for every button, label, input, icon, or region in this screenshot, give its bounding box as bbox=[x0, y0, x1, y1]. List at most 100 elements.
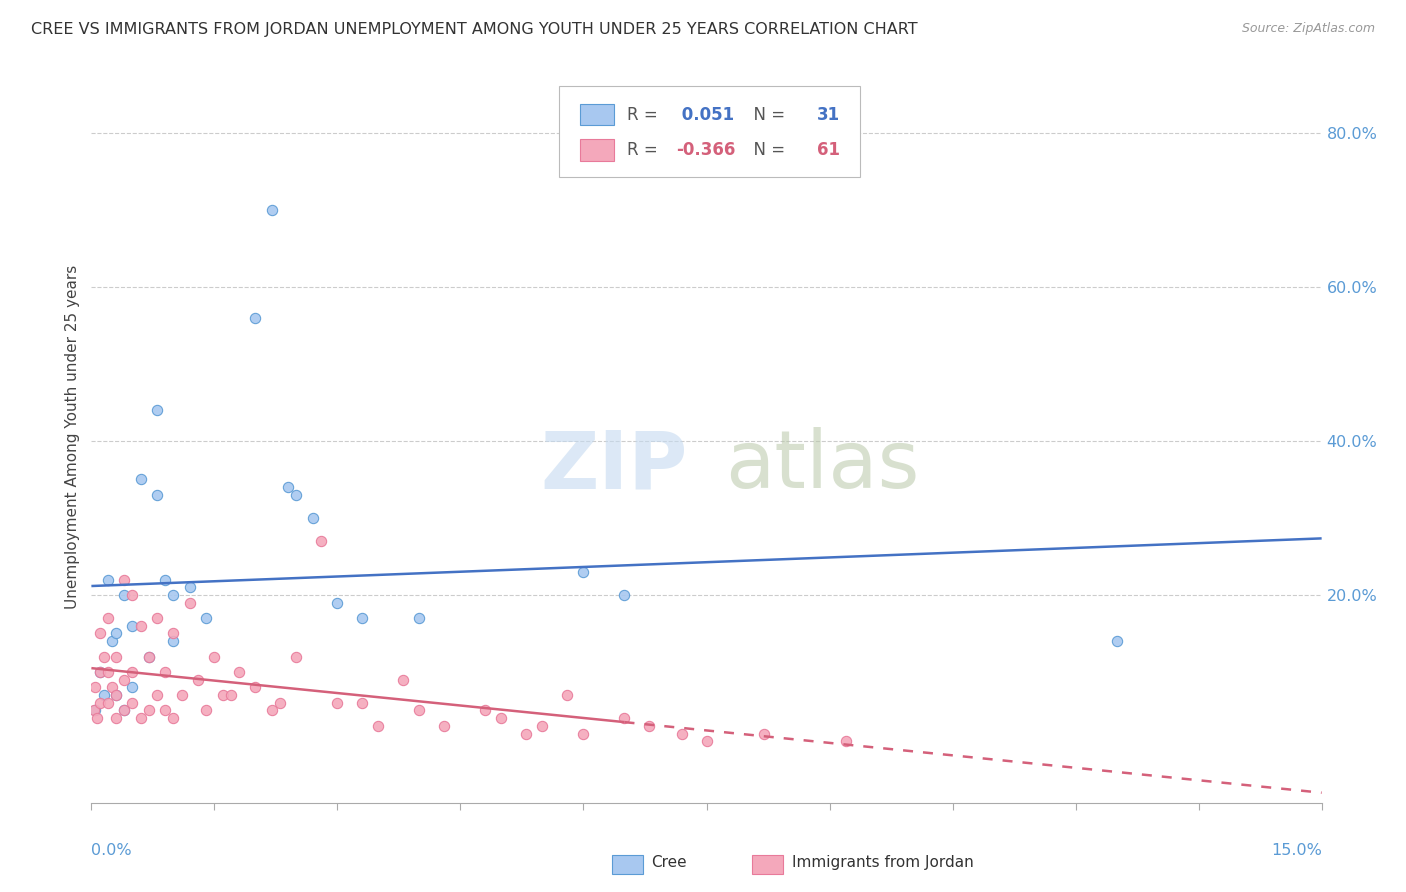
Point bbox=[138, 649, 160, 664]
Text: CREE VS IMMIGRANTS FROM JORDAN UNEMPLOYMENT AMONG YOUTH UNDER 25 YEARS CORRELATI: CREE VS IMMIGRANTS FROM JORDAN UNEMPLOYM… bbox=[31, 22, 918, 37]
Point bbox=[352, 696, 374, 710]
Text: atlas: atlas bbox=[725, 427, 920, 506]
Y-axis label: Unemployment Among Youth under 25 years: Unemployment Among Youth under 25 years bbox=[65, 265, 80, 609]
Text: 31: 31 bbox=[817, 105, 841, 123]
Point bbox=[121, 696, 143, 710]
FancyBboxPatch shape bbox=[558, 86, 860, 178]
Point bbox=[179, 580, 201, 594]
Point bbox=[112, 703, 135, 717]
Text: Cree: Cree bbox=[651, 855, 686, 870]
Text: R =: R = bbox=[627, 141, 662, 159]
Point bbox=[179, 596, 201, 610]
Text: Immigrants from Jordan: Immigrants from Jordan bbox=[792, 855, 973, 870]
Point bbox=[101, 681, 124, 695]
Point bbox=[105, 711, 127, 725]
Text: Source: ZipAtlas.com: Source: ZipAtlas.com bbox=[1241, 22, 1375, 36]
Point bbox=[86, 711, 108, 725]
Point bbox=[93, 649, 115, 664]
Point bbox=[392, 673, 415, 687]
Text: -0.366: -0.366 bbox=[676, 141, 735, 159]
Point bbox=[162, 588, 184, 602]
Point bbox=[260, 202, 283, 217]
Point bbox=[97, 696, 120, 710]
Point bbox=[474, 703, 496, 717]
Text: N =: N = bbox=[744, 141, 790, 159]
Point bbox=[572, 565, 595, 579]
Point bbox=[89, 696, 111, 710]
Point bbox=[97, 611, 120, 625]
Point bbox=[93, 688, 115, 702]
Point bbox=[121, 665, 143, 679]
Point bbox=[187, 673, 209, 687]
Point bbox=[531, 719, 554, 733]
Point bbox=[162, 634, 184, 648]
Point bbox=[105, 688, 127, 702]
Point bbox=[367, 719, 389, 733]
Point bbox=[352, 611, 374, 625]
Point bbox=[138, 649, 160, 664]
Point bbox=[105, 626, 127, 640]
Point bbox=[195, 703, 218, 717]
Point bbox=[835, 734, 858, 748]
Point bbox=[408, 611, 430, 625]
Point bbox=[309, 534, 332, 549]
Point bbox=[89, 665, 111, 679]
Point bbox=[97, 573, 120, 587]
Point bbox=[638, 719, 661, 733]
Point bbox=[153, 665, 177, 679]
Point bbox=[146, 403, 169, 417]
Point bbox=[83, 703, 105, 717]
Point bbox=[219, 688, 242, 702]
Point bbox=[195, 611, 218, 625]
FancyBboxPatch shape bbox=[579, 103, 614, 126]
Point bbox=[515, 726, 537, 740]
Point bbox=[555, 688, 578, 702]
Point bbox=[613, 711, 636, 725]
Text: R =: R = bbox=[627, 105, 662, 123]
Point bbox=[613, 588, 636, 602]
Point bbox=[285, 649, 308, 664]
Point bbox=[326, 596, 349, 610]
Point bbox=[146, 611, 169, 625]
Point bbox=[146, 488, 169, 502]
Point bbox=[752, 726, 775, 740]
Point bbox=[89, 665, 111, 679]
Point bbox=[277, 480, 299, 494]
Point bbox=[112, 703, 135, 717]
Point bbox=[129, 472, 152, 486]
Point bbox=[211, 688, 233, 702]
Point bbox=[269, 696, 291, 710]
Point bbox=[105, 649, 127, 664]
Point bbox=[112, 573, 135, 587]
Text: 0.051: 0.051 bbox=[676, 105, 734, 123]
Point bbox=[84, 681, 107, 695]
Point bbox=[202, 649, 225, 664]
Point bbox=[245, 310, 267, 325]
Point bbox=[129, 618, 152, 632]
Bar bbox=[612, 855, 643, 874]
Point bbox=[301, 511, 323, 525]
Point bbox=[671, 726, 693, 740]
Point bbox=[89, 626, 111, 640]
Point bbox=[695, 734, 717, 748]
Point bbox=[433, 719, 456, 733]
FancyBboxPatch shape bbox=[579, 138, 614, 161]
Text: 0.0%: 0.0% bbox=[91, 843, 132, 858]
Point bbox=[326, 696, 349, 710]
Point bbox=[491, 711, 513, 725]
Point bbox=[121, 681, 143, 695]
Point bbox=[84, 703, 107, 717]
Point bbox=[97, 665, 120, 679]
Point bbox=[285, 488, 308, 502]
Point bbox=[228, 665, 250, 679]
Point bbox=[1105, 634, 1128, 648]
Point bbox=[408, 703, 430, 717]
Text: N =: N = bbox=[744, 105, 790, 123]
Point bbox=[162, 711, 184, 725]
Point bbox=[245, 681, 267, 695]
Text: ZIP: ZIP bbox=[541, 427, 688, 506]
Point bbox=[572, 726, 595, 740]
Point bbox=[112, 588, 135, 602]
Bar bbox=[752, 855, 783, 874]
Point bbox=[105, 688, 127, 702]
